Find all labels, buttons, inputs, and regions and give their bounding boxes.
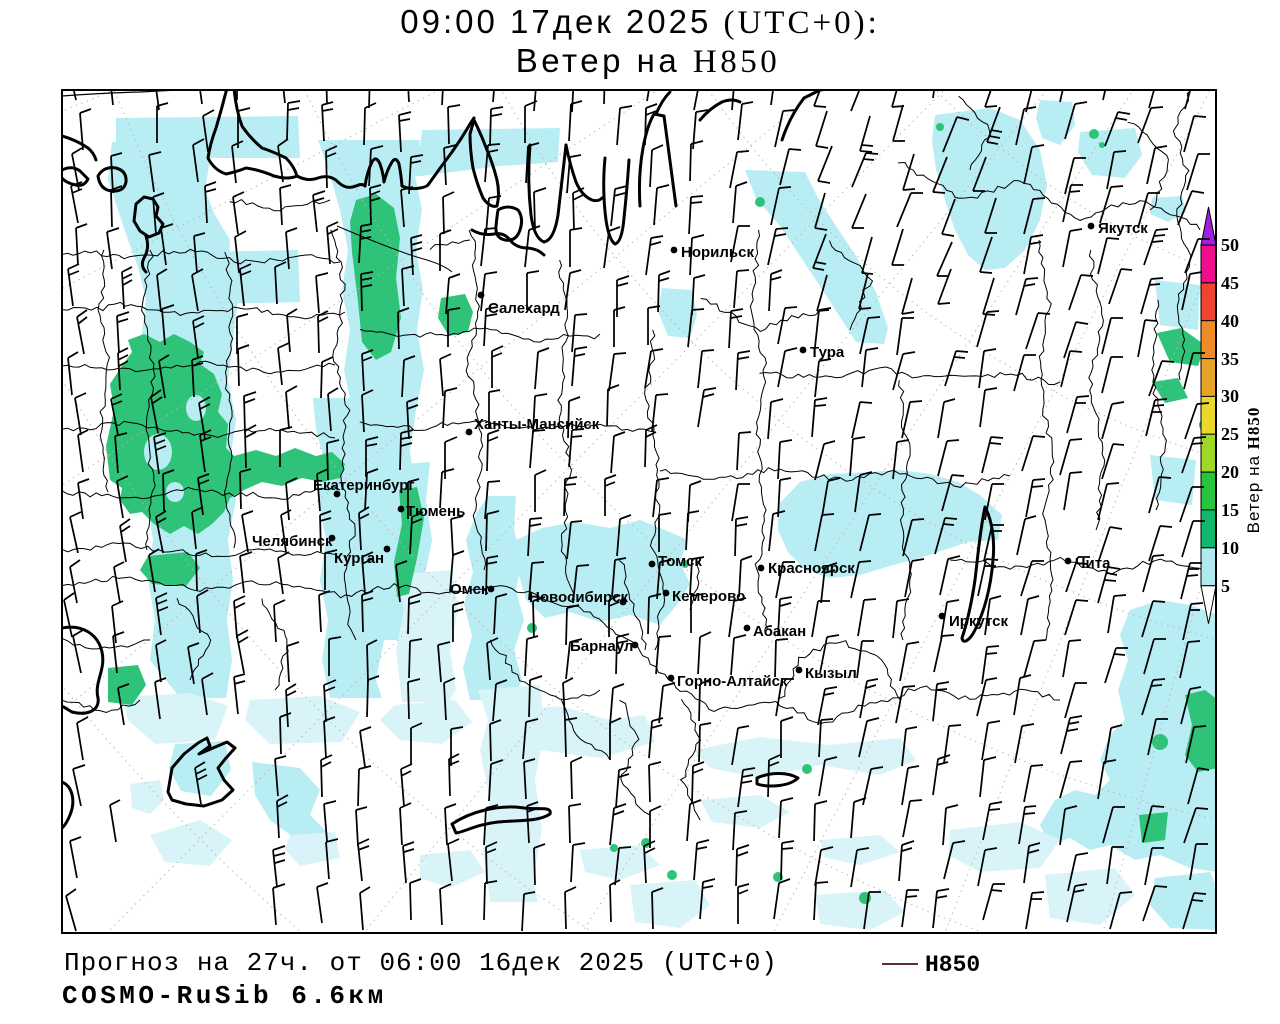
svg-text:35: 35 xyxy=(1221,349,1239,369)
svg-text:Тура: Тура xyxy=(810,344,845,361)
svg-text:Ханты-Мансийск: Ханты-Мансийск xyxy=(474,416,600,433)
svg-text:Ветер на H850: Ветер на H850 xyxy=(1244,407,1263,534)
svg-text:40: 40 xyxy=(1221,311,1239,331)
svg-text:10: 10 xyxy=(1221,538,1239,558)
svg-text:20: 20 xyxy=(1221,462,1239,482)
svg-text:H850: H850 xyxy=(925,952,980,978)
svg-text:Чита: Чита xyxy=(1075,555,1111,572)
svg-text:25: 25 xyxy=(1221,424,1239,444)
svg-text:15: 15 xyxy=(1221,500,1239,520)
svg-text:Абакан: Абакан xyxy=(753,623,806,640)
svg-text:Кызыл: Кызыл xyxy=(805,665,857,682)
svg-text:Красноярск: Красноярск xyxy=(768,560,855,577)
svg-text:Ветер на H850: Ветер на H850 xyxy=(516,42,780,80)
svg-text:Челябинск: Челябинск xyxy=(252,533,333,550)
svg-text:09:00 17дек 2025 (UTC+0):: 09:00 17дек 2025 (UTC+0): xyxy=(400,3,880,41)
svg-text:30: 30 xyxy=(1221,386,1239,406)
svg-text:Норильск: Норильск xyxy=(681,244,754,261)
svg-text:Иркутск: Иркутск xyxy=(949,613,1008,630)
svg-text:Салехард: Салехард xyxy=(488,300,560,317)
svg-text:Прогноз на 27ч. от 06:00 16дек: Прогноз на 27ч. от 06:00 16дек 2025 (UTC… xyxy=(64,948,778,978)
svg-text:Томск: Томск xyxy=(658,553,702,570)
svg-text:COSMO-RuSib 6.6км: COSMO-RuSib 6.6км xyxy=(62,981,387,1011)
svg-text:Омск: Омск xyxy=(450,581,489,598)
svg-text:45: 45 xyxy=(1221,273,1239,293)
svg-text:Кемерово: Кемерово xyxy=(672,588,745,605)
svg-text:Новосибирск: Новосибирск xyxy=(529,589,629,606)
svg-text:Якутск: Якутск xyxy=(1098,220,1148,237)
svg-text:Тюмень: Тюмень xyxy=(406,503,465,520)
svg-text:Барнаул: Барнаул xyxy=(570,638,633,655)
svg-text:Горно-Алтайск: Горно-Алтайск xyxy=(677,673,788,690)
svg-text:50: 50 xyxy=(1221,235,1239,255)
svg-text:5: 5 xyxy=(1221,576,1230,596)
svg-text:Курган: Курган xyxy=(334,550,384,567)
svg-text:Екатеринбург: Екатеринбург xyxy=(313,477,415,494)
